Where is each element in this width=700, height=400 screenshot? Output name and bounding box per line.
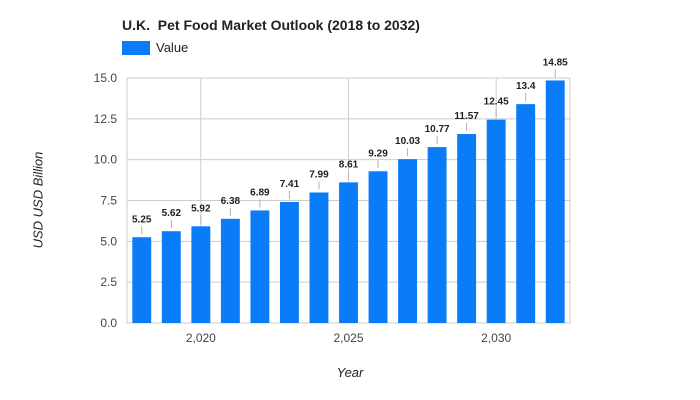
chart-title: U.K. Pet Food Market Outlook (2018 to 20… bbox=[122, 17, 420, 33]
y-tick-label: 0.0 bbox=[100, 316, 117, 330]
data-label: 7.99 bbox=[309, 169, 329, 180]
y-tick-label: 5.0 bbox=[100, 234, 117, 248]
data-label: 11.57 bbox=[454, 111, 479, 122]
data-label: 5.62 bbox=[162, 208, 182, 219]
data-label: 12.45 bbox=[484, 97, 509, 108]
y-tick-label: 15.0 bbox=[94, 71, 118, 85]
y-tick-label: 7.5 bbox=[100, 194, 117, 208]
data-label: 5.25 bbox=[132, 214, 152, 225]
y-tick-label: 12.5 bbox=[94, 112, 118, 126]
x-tick-label: 2,020 bbox=[186, 331, 216, 345]
data-label: 5.92 bbox=[191, 203, 211, 214]
bar bbox=[220, 218, 240, 323]
bar bbox=[309, 192, 329, 323]
x-tick-label: 2,030 bbox=[481, 331, 511, 345]
data-label: 8.61 bbox=[339, 159, 359, 170]
bar bbox=[457, 134, 477, 323]
bar bbox=[250, 210, 270, 323]
bar bbox=[191, 226, 211, 323]
legend-label: Value bbox=[156, 40, 189, 55]
bar bbox=[132, 237, 152, 323]
bar bbox=[486, 119, 506, 324]
bar bbox=[368, 171, 388, 323]
y-axis-title: USD USD Billion bbox=[30, 151, 46, 249]
x-axis-title: Year bbox=[336, 365, 364, 380]
y-tick-label: 2.5 bbox=[100, 275, 117, 289]
y-tick-label: 10.0 bbox=[94, 153, 118, 167]
bar bbox=[545, 80, 565, 323]
bar bbox=[427, 147, 447, 323]
data-label: 6.89 bbox=[250, 187, 270, 198]
legend-swatch bbox=[122, 40, 150, 55]
data-label: 10.77 bbox=[425, 124, 450, 135]
bar bbox=[339, 182, 358, 323]
bar bbox=[279, 201, 299, 323]
data-label: 10.03 bbox=[395, 136, 420, 147]
bar bbox=[161, 231, 181, 323]
data-label: 13.4 bbox=[516, 81, 536, 92]
data-label: 14.85 bbox=[543, 57, 568, 68]
data-label: 9.29 bbox=[368, 148, 388, 159]
data-label: 6.38 bbox=[221, 196, 241, 207]
data-label: 7.41 bbox=[280, 179, 300, 190]
bar bbox=[516, 104, 536, 323]
x-tick-label: 2,025 bbox=[333, 331, 363, 345]
legend: Value bbox=[122, 40, 188, 55]
bar bbox=[398, 159, 418, 323]
